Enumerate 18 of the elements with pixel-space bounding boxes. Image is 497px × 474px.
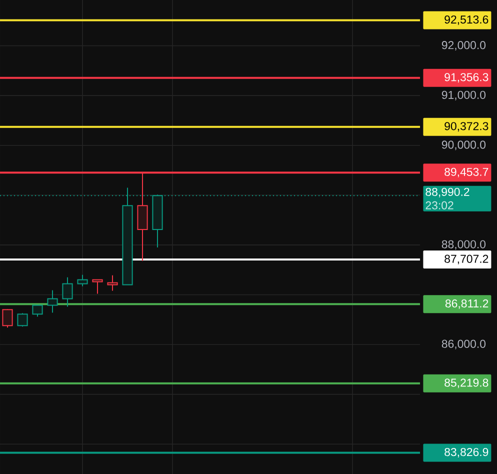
ref-line-label: 91,356.3 bbox=[444, 73, 488, 83]
y-tick-label: 92,000.0 bbox=[442, 41, 486, 51]
candlestick bbox=[107, 274, 118, 292]
ref-line-label: 87,707.2 bbox=[444, 254, 488, 264]
y-tick-label: 88,000.0 bbox=[442, 240, 486, 250]
y-tick-label: 91,000.0 bbox=[442, 90, 486, 100]
candlestick bbox=[92, 279, 103, 294]
ref-line-label: 89,453.7 bbox=[444, 168, 488, 178]
ref-line-label: 90,372.3 bbox=[444, 122, 488, 132]
ref-line-label: 92,513.6 bbox=[444, 15, 488, 25]
text: 23:02 bbox=[426, 201, 454, 210]
y-tick-label: 86,000.0 bbox=[442, 340, 486, 350]
ref-line-label: 85,219.8 bbox=[444, 378, 488, 388]
ref-line-label: 86,811.2 bbox=[445, 299, 488, 309]
ref-line-label: 83,826.9 bbox=[444, 448, 488, 458]
candlestick bbox=[62, 276, 73, 308]
y-tick-label: 90,000.0 bbox=[442, 140, 486, 150]
ref-line-label: 88,990.2 bbox=[426, 188, 470, 198]
